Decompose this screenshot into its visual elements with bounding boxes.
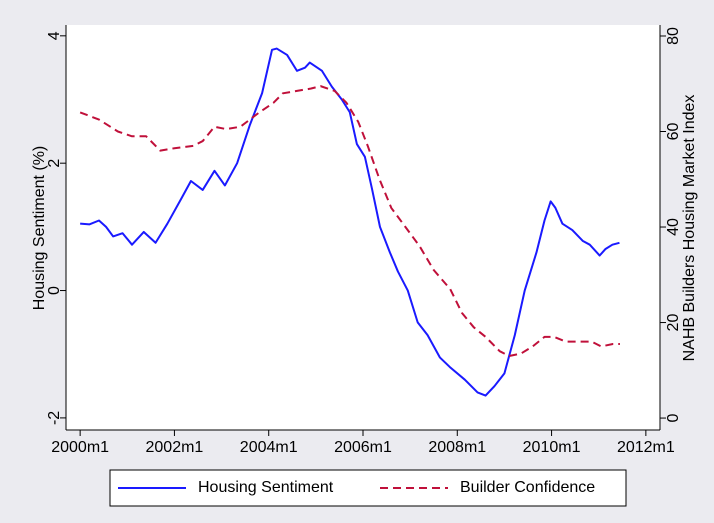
legend-box — [109, 469, 627, 507]
x-tick-label: 2008m1 — [428, 439, 486, 456]
legend-label: Builder Confidence — [460, 479, 595, 496]
x-tick-label: 2000m1 — [51, 439, 109, 456]
x-tick-label: 2006m1 — [334, 439, 392, 456]
y2-tick-label: 0 — [665, 414, 682, 423]
y2-tick-label: 20 — [665, 314, 682, 332]
y2-tick-label: 60 — [665, 123, 682, 141]
y2-axis-title: NAHB Builders Housing Market Index — [681, 95, 698, 362]
x-tick-label: 2004m1 — [240, 439, 298, 456]
y-axis-title: Housing Sentiment (%) — [31, 146, 48, 311]
y-tick-label: 4 — [46, 31, 63, 40]
y2-tick-label: 40 — [665, 218, 682, 236]
x-tick-label: 2002m1 — [146, 439, 204, 456]
x-tick-label: 2012m1 — [617, 439, 675, 456]
y-tick-label: 0 — [46, 286, 63, 295]
series-line — [79, 85, 620, 357]
legend-label: Housing Sentiment — [198, 479, 334, 496]
x-tick-label: 2010m1 — [523, 439, 581, 456]
y2-tick-label: 80 — [665, 27, 682, 45]
plot-area — [66, 25, 660, 430]
y-tick-label: 2 — [46, 159, 63, 168]
series-line — [80, 47, 620, 397]
y-tick-label: -2 — [46, 411, 63, 425]
